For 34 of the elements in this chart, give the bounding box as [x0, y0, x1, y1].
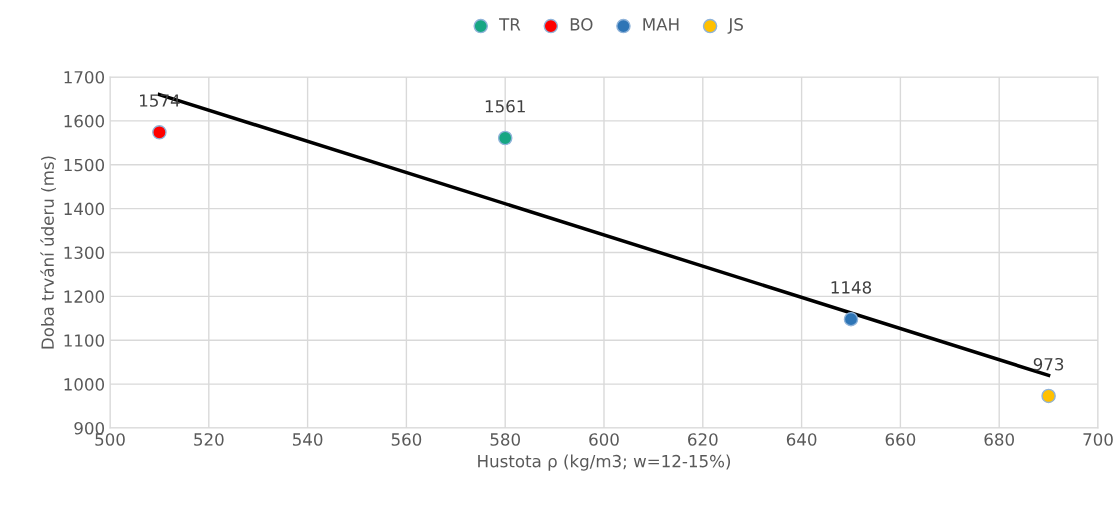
data-label: 1561: [485, 99, 525, 113]
y-tick-label: 1400: [64, 202, 105, 216]
x-tick-label: 580: [490, 433, 520, 446]
point: [843, 311, 859, 327]
x-axis-title: Hustota ρ (kg/m3; w=12-15%): [478, 454, 731, 471]
legend-label: TR: [499, 18, 521, 31]
y-tick-label: 1100: [64, 334, 105, 347]
x-tick-label: 640: [786, 433, 817, 446]
x-tick-label: 680: [984, 433, 1014, 446]
legend-label: JS: [727, 18, 743, 34]
legend-label: MAH: [643, 18, 679, 31]
legend-label: BO: [570, 18, 593, 31]
data-label: 1148: [831, 281, 872, 294]
data-label: 973: [1033, 357, 1064, 371]
y-tick-label: 1600: [64, 114, 105, 128]
y-tick-label: 1700: [64, 70, 105, 84]
y-tick-label: 900: [74, 421, 105, 435]
point: [1041, 388, 1056, 404]
y-tick-label: 1300: [64, 246, 105, 260]
x-tick-label: 500: [95, 433, 125, 446]
x-tick-label: 600: [589, 433, 619, 446]
x-tick-label: 620: [688, 433, 718, 446]
x-tick-label: 540: [292, 433, 323, 446]
y-tick-label: 1000: [64, 378, 105, 391]
x-tick-label: 700: [1083, 433, 1113, 446]
point: [497, 130, 513, 146]
y-tick-label: 1200: [64, 290, 105, 303]
y-axis-title: Doba trvání úderu (ms): [40, 156, 56, 349]
x-tick-label: 520: [194, 433, 224, 446]
x-tick-label: 560: [391, 433, 422, 446]
data-label: 1574: [140, 94, 180, 107]
point: [152, 124, 167, 140]
x-tick-label: 660: [885, 433, 916, 446]
y-tick-label: 1500: [64, 158, 105, 172]
